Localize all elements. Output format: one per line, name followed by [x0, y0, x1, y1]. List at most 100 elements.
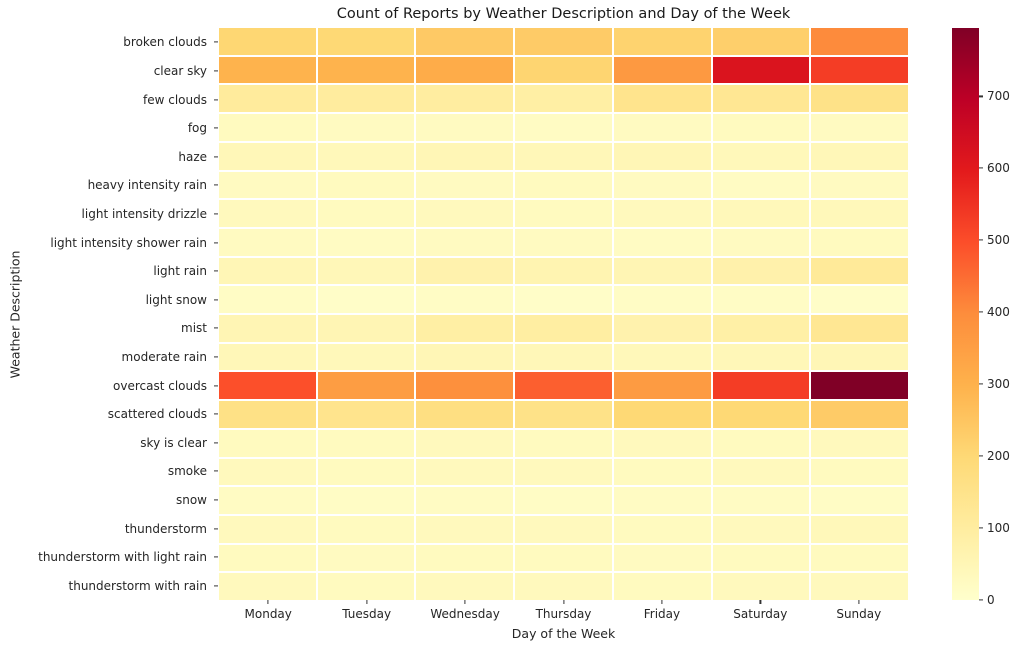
heatmap-cell: [219, 200, 316, 227]
y-tick-mark: [214, 70, 218, 72]
y-tick-mark: [214, 327, 218, 329]
heatmap-cell: [712, 200, 810, 227]
heatmap-cell: [317, 487, 415, 514]
x-tick-label: Monday: [244, 607, 292, 621]
heatmap-cell: [811, 85, 908, 113]
heatmap-cell: [811, 228, 908, 256]
y-tick-label: light rain: [153, 264, 207, 279]
y-tick-label: overcast clouds: [113, 378, 207, 393]
heatmap-cell: [811, 114, 908, 141]
y-tick-mark: [214, 585, 218, 587]
heatmap-cell: [416, 286, 514, 313]
heatmap-cell: [515, 429, 612, 457]
heatmap-cell: [712, 28, 810, 55]
heatmap-cell: [515, 200, 612, 227]
heatmap-cell: [811, 257, 908, 285]
heatmap-cell: [416, 573, 514, 600]
heatmap-cell: [613, 114, 711, 141]
y-tick-mark: [214, 384, 218, 387]
heatmap-cell: [317, 286, 415, 313]
heatmap-cell: [811, 372, 908, 400]
heatmap-cell: [416, 487, 514, 514]
colorbar-tick-mark: [979, 311, 983, 313]
heatmap-cell: [317, 257, 415, 285]
heatmap-cell: [416, 315, 514, 342]
heatmap-cell: [317, 458, 415, 486]
heatmap-cell: [613, 515, 711, 543]
heatmap-cell: [219, 458, 316, 486]
heatmap-cell: [416, 171, 514, 199]
heatmap-cell: [416, 515, 514, 543]
x-tick-label: Thursday: [535, 607, 592, 621]
heatmap-cell: [712, 343, 810, 371]
colorbar-tick-label: 300: [987, 377, 1010, 392]
heatmap-cell: [613, 28, 711, 55]
heatmap-cell: [811, 573, 908, 600]
heatmap-cell: [515, 85, 612, 113]
heatmap-cell: [811, 286, 908, 313]
heatmap-cell: [219, 343, 316, 371]
y-tick-label: light intensity shower rain: [50, 235, 207, 250]
heatmap-cell: [219, 28, 316, 55]
heatmap-cell: [613, 171, 711, 199]
heatmap-cell: [317, 56, 415, 84]
y-tick-mark: [214, 499, 218, 501]
colorbar-tick-label: 600: [987, 161, 1010, 176]
heatmap-cell: [317, 515, 415, 543]
x-axis-title: Day of the Week: [511, 626, 616, 641]
heatmap-cell: [317, 85, 415, 113]
y-tick-mark: [214, 527, 218, 530]
y-tick-mark: [214, 299, 218, 301]
heatmap-cell: [811, 171, 908, 199]
heatmap-cell: [317, 343, 415, 371]
heatmap-cell: [416, 200, 514, 227]
heatmap-cell: [613, 487, 711, 514]
y-tick-label: clear sky: [153, 63, 207, 78]
heatmap-cell: [317, 372, 415, 400]
colorbar-tick-mark: [979, 167, 983, 169]
heatmap-cell: [515, 286, 612, 313]
y-tick-label: few clouds: [143, 92, 207, 107]
heatmap-cell: [219, 573, 316, 600]
heatmap-cell: [811, 28, 908, 55]
heatmap-cell: [515, 573, 612, 600]
heatmap-cell: [811, 401, 908, 428]
heatmap-cell: [219, 315, 316, 342]
y-tick-mark: [214, 470, 218, 472]
colorbar-tick-label: 0: [987, 593, 995, 607]
heatmap-cell: [317, 114, 415, 141]
heatmap-cell: [219, 56, 316, 84]
colorbar-tick-mark: [979, 455, 983, 457]
x-tick-mark: [366, 600, 368, 604]
heatmap-cell: [317, 544, 415, 572]
y-tick-mark: [214, 98, 218, 101]
y-tick-mark: [214, 413, 218, 415]
heatmap-cell: [219, 487, 316, 514]
heatmap-cell: [712, 56, 810, 84]
heatmap-cell: [317, 28, 415, 55]
x-tick-mark: [464, 600, 466, 604]
y-tick-mark: [214, 556, 218, 558]
colorbar-tick-label: 500: [987, 233, 1010, 248]
heatmap-cell: [811, 544, 908, 572]
y-tick-label: thunderstorm with light rain: [38, 550, 207, 565]
x-tick-mark: [267, 600, 269, 604]
y-tick-mark: [214, 356, 218, 358]
heatmap-cell: [712, 573, 810, 600]
y-axis-title: Weather Description: [7, 250, 23, 379]
x-tick-label: Saturday: [733, 607, 788, 621]
heatmap-cell: [219, 257, 316, 285]
x-tick-label: Wednesday: [430, 607, 500, 621]
heatmap-cell: [712, 515, 810, 543]
heatmap-cell: [416, 228, 514, 256]
heatmap-cell: [811, 142, 908, 170]
heatmap-cell: [515, 171, 612, 199]
heatmap-cell: [811, 487, 908, 514]
heatmap-cell: [219, 429, 316, 457]
heatmap-cell: [219, 114, 316, 141]
heatmap-cell: [712, 429, 810, 457]
heatmap-cell: [613, 286, 711, 313]
heatmap-cell: [416, 544, 514, 572]
heatmap-cell: [317, 401, 415, 428]
heatmap-cell: [219, 515, 316, 543]
